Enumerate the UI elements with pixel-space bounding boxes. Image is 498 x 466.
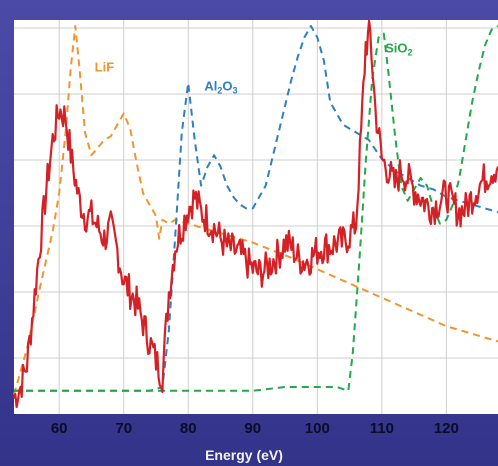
x-tick-label-3: 90 [244, 420, 261, 437]
x-tick-label-2: 80 [180, 420, 197, 437]
plot-area [14, 20, 498, 414]
x-tick-label-4: 100 [305, 420, 330, 437]
series-group [12, 19, 498, 409]
x-tick-label-6: 120 [434, 420, 459, 437]
x-tick-label-1: 70 [115, 420, 132, 437]
x-axis-label: Energy (eV) [205, 447, 283, 463]
x-tick-labels: 60 70 80 90 100 110 120 [51, 420, 459, 437]
series-line-0 [12, 19, 498, 409]
annotation-label-0: LiF [95, 60, 115, 75]
series-line-2 [14, 25, 498, 392]
annotations: LiF Al2O3 SiO2 [95, 41, 413, 96]
x-tick-label-0: 60 [51, 420, 68, 437]
annotation-label-2: SiO2 [385, 41, 412, 58]
x-tick-label-5: 110 [370, 420, 394, 437]
annotation-label-1: Al2O3 [204, 79, 237, 96]
series-line-1 [13, 25, 498, 395]
series-line-3 [14, 25, 498, 392]
